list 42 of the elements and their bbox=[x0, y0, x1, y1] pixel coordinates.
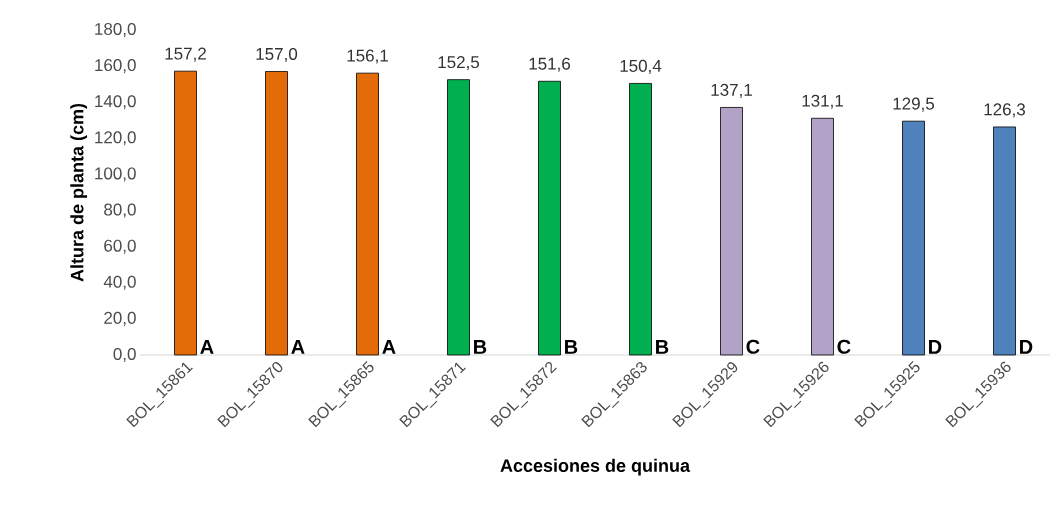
data-label: 157,0 bbox=[256, 47, 298, 62]
annotation: C bbox=[746, 339, 760, 354]
bar bbox=[720, 107, 743, 356]
y-tick-label: 80,0 bbox=[104, 203, 136, 218]
bar bbox=[447, 79, 470, 356]
y-tick-label: 60,0 bbox=[104, 239, 136, 254]
data-label: 150,4 bbox=[620, 59, 662, 74]
annotation: D bbox=[1020, 340, 1033, 354]
y-tick-label: 0,0 bbox=[113, 347, 136, 363]
annotation: A bbox=[291, 340, 305, 354]
data-label: 131,1 bbox=[802, 94, 843, 109]
y-tick-label: 120,0 bbox=[95, 131, 136, 146]
data-label: 157,2 bbox=[165, 47, 206, 62]
annotation: B bbox=[565, 340, 578, 354]
y-axis-title: Altura de planta (cm) bbox=[70, 103, 88, 282]
x-axis-title: Accesiones de quinua bbox=[500, 458, 691, 476]
annotation: D bbox=[929, 340, 942, 354]
data-label: 126,3 bbox=[984, 103, 1026, 118]
y-tick-label: 140,0 bbox=[95, 95, 136, 110]
data-label: 156,1 bbox=[347, 49, 388, 64]
y-tick-label: 20,0 bbox=[104, 311, 136, 326]
annotation: A bbox=[200, 340, 214, 354]
data-label: 137,1 bbox=[711, 83, 752, 98]
bar bbox=[174, 70, 197, 356]
bar bbox=[538, 80, 561, 356]
bar bbox=[356, 72, 379, 356]
y-tick-label: 100,0 bbox=[95, 167, 136, 182]
data-label: 129,5 bbox=[893, 97, 935, 112]
bar bbox=[993, 126, 1016, 356]
bar bbox=[629, 83, 652, 356]
annotation: C bbox=[837, 339, 851, 354]
bar bbox=[902, 120, 925, 356]
y-tick-label: 160,0 bbox=[95, 59, 136, 74]
data-label: 152,5 bbox=[438, 56, 480, 71]
data-label: 151,6 bbox=[529, 57, 571, 72]
bar bbox=[811, 117, 834, 356]
annotation: A bbox=[382, 340, 396, 354]
bar bbox=[265, 71, 288, 356]
annotation: B bbox=[474, 340, 487, 354]
annotation: B bbox=[656, 340, 669, 354]
y-tick-label: 180,0 bbox=[95, 22, 136, 38]
y-tick-label: 40,0 bbox=[103, 275, 136, 290]
